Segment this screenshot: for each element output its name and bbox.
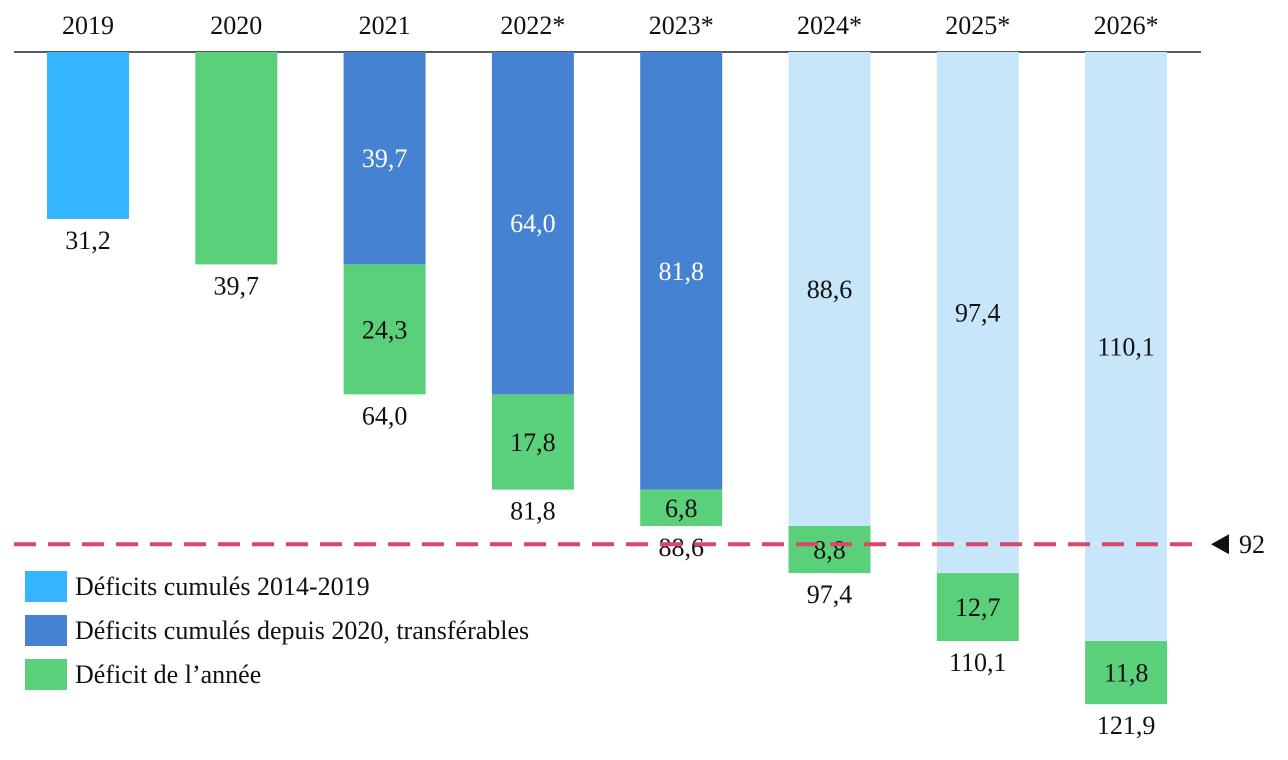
total-label-3: 81,8 — [510, 497, 556, 526]
bar-annual-7 — [1085, 641, 1168, 705]
total-label-2: 64,0 — [362, 401, 408, 430]
value-label-annual-6: 12,7 — [955, 593, 1001, 622]
legend-swatch-annual — [25, 659, 67, 690]
bar-cumulated-6 — [936, 52, 1019, 574]
reference-marker-icon — [1211, 534, 1229, 555]
legend: Déficits cumulés 2014-2019 Déficits cumul… — [25, 571, 529, 690]
value-label-annual-2: 24,3 — [362, 315, 408, 344]
total-label-5: 97,4 — [807, 580, 853, 609]
legend-swatch-cumulated — [25, 615, 67, 646]
total-label-6: 110,1 — [949, 648, 1007, 677]
bar-cumulated-4 — [640, 52, 723, 490]
bar-annual-6 — [936, 573, 1019, 642]
category-label-2026-projected: 2026* — [1094, 11, 1159, 40]
bar-legacy-0 — [47, 52, 129, 219]
bars — [47, 52, 1168, 705]
category-label-2020: 2020 — [210, 11, 262, 40]
total-label-4: 88,6 — [658, 533, 704, 562]
value-label-annual-5: 8,8 — [813, 536, 846, 565]
category-label-2024-projected: 2024* — [797, 11, 862, 40]
value-labels: 31,2 39,7 39,7 24,3 64,0 64,0 17,8 81,8 81,8 6,8 8… — [65, 144, 1155, 740]
value-label-cumulated-3: 64,0 — [510, 209, 556, 238]
legend-swatch-legacy — [25, 571, 67, 602]
category-label-2022-projected: 2022* — [500, 11, 565, 40]
bar-cumulated-2 — [343, 52, 426, 265]
legend-label-annual: Déficit de l’année — [75, 660, 261, 689]
value-label-annual-4: 6,8 — [665, 494, 698, 523]
value-label-cumulated-4: 81,8 — [658, 257, 704, 286]
bar-cumulated-3 — [491, 52, 574, 395]
reference-line-label: 92 — [1239, 530, 1265, 559]
bar-annual-3 — [491, 394, 574, 490]
value-label-cumulated-6: 97,4 — [955, 299, 1001, 328]
value-label-annual-3: 17,8 — [510, 428, 556, 457]
legend-label-legacy: Déficits cumulés 2014-2019 — [75, 572, 370, 601]
value-label-cumulated-7: 110,1 — [1097, 333, 1155, 362]
bar-annual-1 — [195, 52, 278, 265]
category-label-2019: 2019 — [62, 11, 114, 40]
bar-annual-2 — [343, 264, 426, 395]
category-label-2023-projected: 2023* — [649, 11, 714, 40]
value-label-cumulated-2: 39,7 — [362, 144, 408, 173]
value-label-cumulated-5: 88,6 — [807, 275, 853, 304]
bar-annual-5 — [788, 526, 871, 574]
category-label-2025-projected: 2025* — [945, 11, 1010, 40]
category-label-2021: 2021 — [359, 11, 411, 40]
total-label-7: 121,9 — [1097, 711, 1156, 740]
value-label-annual-7: 11,8 — [1104, 659, 1149, 688]
bar-cumulated-5 — [788, 52, 871, 527]
bar-annual-4 — [640, 489, 723, 527]
total-label-0: 31,2 — [65, 226, 111, 255]
total-label-1: 39,7 — [214, 271, 260, 300]
legend-label-cumulated: Déficits cumulés depuis 2020, transférab… — [75, 616, 529, 645]
category-labels: 2019 2020 2021 2022* 2023* 2024* 2025* 2026* — [62, 11, 1159, 40]
